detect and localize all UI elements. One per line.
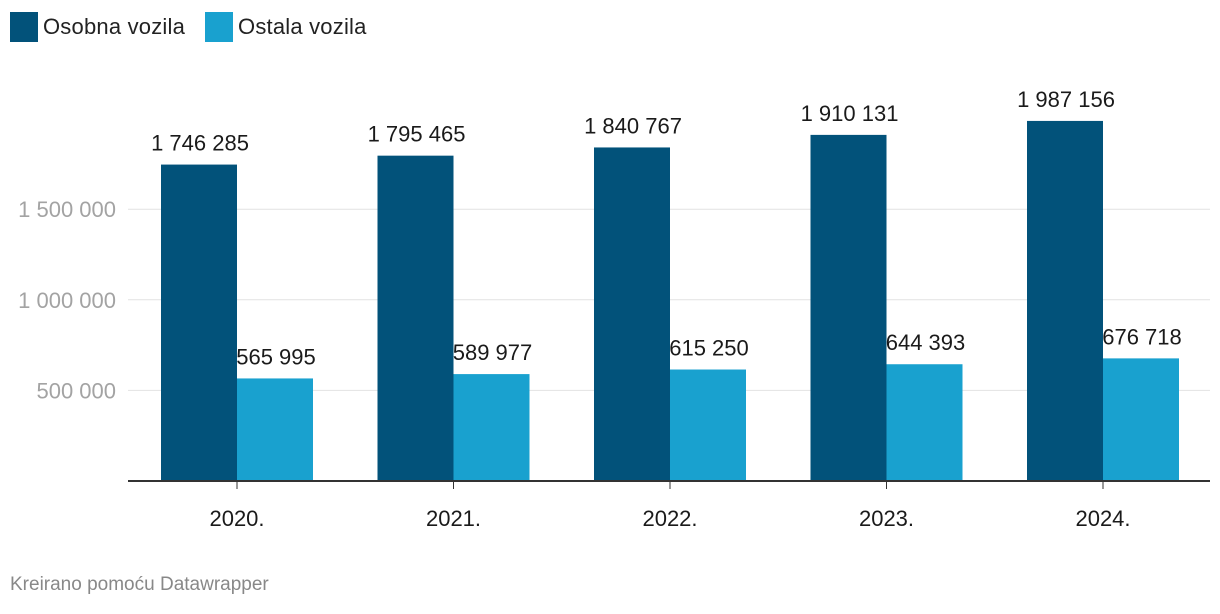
bar-ostala-vozila-2021 (453, 374, 530, 481)
bar-osobna-vozila-2024 (1027, 120, 1103, 481)
bar-osobna-vozila-2020 (161, 164, 237, 481)
bar-osobna-vozila-2021 (377, 155, 454, 481)
legend-swatch-osobna-vozila (10, 12, 38, 42)
y-tick-label-500000: 500 000 (36, 378, 116, 403)
legend-item-ostala-vozila: Ostala vozila (205, 12, 367, 42)
y-tick-label-1000000: 1 000 000 (18, 288, 116, 313)
legend-swatch-ostala-vozila (205, 12, 234, 42)
chart-legend: Osobna vozila Ostala vozila (10, 10, 387, 44)
value-label-ostala-vozila-2024: 676 718 (1102, 324, 1182, 349)
y-tick-label-1500000: 1 500 000 (18, 197, 116, 222)
value-label-osobna-vozila-2023: 1 910 131 (801, 101, 899, 126)
value-label-ostala-vozila-2020: 565 995 (236, 344, 316, 369)
value-label-ostala-vozila-2023: 644 393 (886, 330, 966, 355)
x-tick-label-2023: 2023. (859, 506, 914, 531)
value-label-ostala-vozila-2021: 589 977 (453, 340, 533, 365)
bar-ostala-vozila-2024 (1103, 358, 1179, 481)
bar-ostala-vozila-2020 (237, 378, 313, 481)
x-tick-label-2022: 2022. (642, 506, 697, 531)
value-label-ostala-vozila-2022: 615 250 (669, 336, 749, 361)
value-label-osobna-vozila-2024: 1 987 156 (1017, 87, 1115, 112)
bar-ostala-vozila-2023 (886, 364, 963, 481)
x-tick-label-2020: 2020. (209, 506, 264, 531)
bar-osobna-vozila-2023 (810, 134, 887, 481)
value-label-osobna-vozila-2022: 1 840 767 (584, 113, 682, 138)
bar-ostala-vozila-2022 (670, 369, 746, 481)
value-label-osobna-vozila-2020: 1 746 285 (151, 131, 249, 156)
footer-credit: Kreirano pomoću Datawrapper (10, 574, 269, 595)
bar-osobna-vozila-2022 (594, 147, 670, 482)
x-tick-label-2021: 2021. (426, 506, 481, 531)
x-tick-label-2024: 2024. (1075, 506, 1130, 531)
legend-label-osobna-vozila: Osobna vozila (43, 14, 186, 39)
legend-label-ostala-vozila: Ostala vozila (238, 14, 367, 39)
legend-item-osobna-vozila: Osobna vozila (10, 12, 185, 42)
value-label-osobna-vozila-2021: 1 795 465 (368, 122, 466, 147)
